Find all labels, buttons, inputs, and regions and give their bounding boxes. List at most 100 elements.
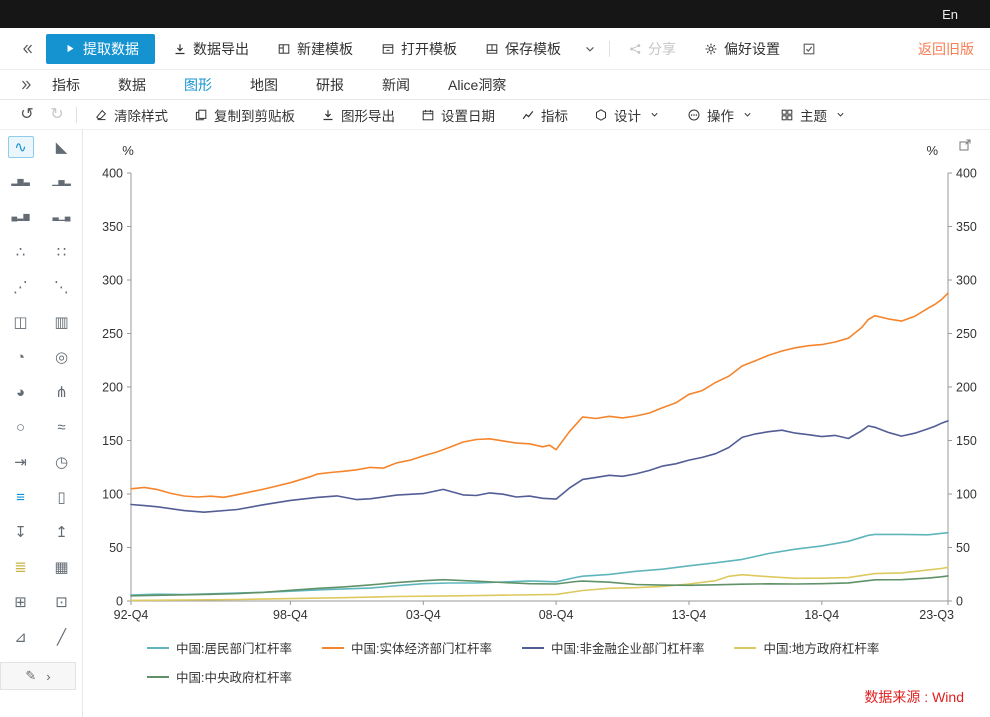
redo-button[interactable]: ↻ (50, 105, 64, 123)
leverage-chart[interactable]: 0 0 50 50 100 100 150 150 200 200 250 250 300 300 350 3… (83, 130, 989, 630)
y-tick-label: 300 (956, 274, 977, 288)
hbar-chart-icon[interactable]: ≣ (14, 558, 27, 576)
pencil-icon: ✎ (25, 668, 37, 683)
legend-item-household[interactable]: 中国:居民部门杠杆率 (147, 638, 292, 657)
y-tick-label: 0 (116, 595, 123, 609)
extract-data-label: 提取数据 (83, 40, 139, 57)
legend-item-nonfinancial-corporate[interactable]: 中国:非金融企业部门杠杆率 (521, 638, 704, 657)
clear-style-label: 清除样式 (114, 108, 168, 124)
export-top-icon[interactable]: ↥ (55, 523, 68, 541)
tab-research[interactable]: 研报 (316, 76, 344, 93)
legend-marker (147, 675, 169, 678)
point-chart-icon[interactable]: ⋱ (54, 278, 69, 296)
tab-indicators[interactable]: 指标 (52, 76, 80, 93)
save-template-button[interactable]: 保存模板 (475, 34, 571, 64)
histogram-chart-icon[interactable]: ▦ (54, 558, 69, 576)
y-axis-unit-left: % (122, 143, 134, 158)
area-chart-icon[interactable]: ◣ (55, 138, 68, 156)
checkbox-icon (802, 42, 816, 56)
tab-container: 指标 数据 图形 地图 研报 新闻 Alice洞察 (52, 75, 544, 95)
back-to-old-link[interactable]: 返回旧版 (918, 40, 974, 57)
external-link-icon[interactable] (958, 138, 976, 156)
column-chart-labeled-icon[interactable]: ▃▁▄ (52, 212, 71, 221)
export-bottom-icon[interactable]: ↧ (14, 523, 27, 541)
set-date-button[interactable]: 设置日期 (412, 102, 504, 128)
theme-label: 主题 (800, 108, 827, 124)
divider (609, 40, 610, 57)
gauge-chart-icon[interactable]: ◕ (15, 383, 26, 401)
time-chart-icon[interactable]: ◷ (54, 453, 69, 471)
list-view-icon[interactable]: ≡ (16, 488, 25, 506)
chart-pane: % % 0 0 50 50 100 100 150 150 200 200 250 250 300 300… (83, 130, 990, 717)
series-line-central-government[interactable] (130, 575, 949, 597)
report-view-icon[interactable]: ▯ (57, 488, 66, 506)
tree-chart-icon[interactable]: ⋔ (55, 383, 68, 401)
save-template-dropdown[interactable] (579, 38, 601, 60)
select-mode-toggle[interactable] (798, 38, 820, 60)
operate-menu-button[interactable]: 操作 (678, 102, 763, 128)
bubble-chart-icon[interactable]: ⋰ (13, 278, 28, 296)
line-chart-icon[interactable]: ∿ (7, 136, 34, 158)
bar-chart-labeled-icon[interactable]: ▁▅▂ (52, 177, 71, 186)
column-chart-icon[interactable]: ▄▂▆ (11, 212, 30, 221)
series-line-household[interactable] (130, 531, 949, 596)
extract-data-button[interactable]: 提取数据 (46, 33, 155, 64)
tab-map[interactable]: 地图 (250, 76, 278, 93)
indicator-button[interactable]: 指标 (512, 102, 577, 128)
legend-item-real-economy[interactable]: 中国:实体经济部门杠杆率 (321, 638, 492, 657)
chart-toolbar: ↺ ↻ 清除样式 复制到剪贴板 图形导出 设置日期 指标 设计 操作 主题 (0, 100, 990, 130)
data-export-label: 数据导出 (193, 40, 249, 57)
candlestick-chart-icon[interactable]: ◫ (13, 313, 28, 331)
y-tick-label: 150 (102, 434, 123, 448)
pie-chart-icon[interactable]: ◔ (15, 348, 26, 366)
legend-item-local-government[interactable]: 中国:地方政府杠杆率 (734, 638, 879, 657)
share-button[interactable]: 分享 (618, 34, 686, 64)
tab-news[interactable]: 新闻 (382, 76, 410, 93)
legend-label: 中国:居民部门杠杆率 (176, 642, 292, 656)
y-tick-label: 0 (956, 595, 963, 609)
language-toggle[interactable]: En (942, 6, 958, 22)
tab-data[interactable]: 数据 (118, 76, 146, 93)
chevron-down-icon (833, 108, 847, 122)
chevron-down-icon (647, 108, 661, 122)
copy-clipboard-button[interactable]: 复制到剪贴板 (185, 102, 304, 128)
new-template-button[interactable]: 新建模板 (267, 34, 363, 64)
line-points-chart-icon[interactable]: ∷ (56, 243, 67, 261)
tab-chart[interactable]: 图形 (184, 76, 212, 93)
open-template-button[interactable]: 打开模板 (371, 34, 467, 64)
y-tick-label: 350 (956, 220, 977, 234)
expand-right-button[interactable] (16, 74, 38, 96)
tab-alice-insight[interactable]: Alice洞察 (448, 76, 507, 93)
chevron-down-icon (740, 108, 754, 122)
copy-icon (194, 108, 208, 122)
preferences-button[interactable]: 偏好设置 (694, 34, 790, 64)
angle-chart-icon[interactable]: ⊿ (14, 628, 27, 646)
data-source-note: 数据来源 : Wind (864, 689, 964, 705)
clear-style-button[interactable]: 清除样式 (85, 102, 177, 128)
open-template-icon (381, 42, 395, 56)
chart-export-button[interactable]: 图形导出 (312, 102, 404, 128)
series-line-real-economy[interactable] (130, 292, 949, 499)
bar-chart-icon[interactable]: ▂▆▃ (11, 177, 30, 186)
eraser-icon (94, 108, 108, 122)
data-export-button[interactable]: 数据导出 (163, 34, 259, 64)
collapse-left-button[interactable] (16, 38, 38, 60)
series-line-nonfinancial-corporate[interactable] (130, 420, 949, 514)
play-icon (62, 42, 76, 56)
legend-item-central-government[interactable]: 中国:中央政府杠杆率 (147, 667, 292, 686)
scatter-chart-icon[interactable]: ∴ (15, 243, 26, 261)
design-menu-button[interactable]: 设计 (585, 102, 670, 128)
open-template-label: 打开模板 (401, 40, 457, 57)
edit-panel-toggle[interactable]: ✎ › (0, 662, 76, 690)
preferences-label: 偏好设置 (724, 40, 780, 57)
trend-line-icon[interactable]: ╱ (56, 628, 67, 646)
zoom-tool-icon[interactable]: ○ (15, 418, 26, 436)
theme-menu-button[interactable]: 主题 (771, 102, 856, 128)
fit-curve-icon[interactable]: ≈ (57, 418, 66, 436)
donut-chart-icon[interactable]: ◎ (54, 348, 69, 366)
hilo-chart-icon[interactable]: ▥ (54, 313, 69, 331)
undo-button[interactable]: ↺ (20, 105, 34, 123)
annotation-icon[interactable]: ⊞ (14, 593, 27, 611)
shift-axis-icon[interactable]: ⇥ (14, 453, 27, 471)
add-panel-icon[interactable]: ⊡ (55, 593, 68, 611)
